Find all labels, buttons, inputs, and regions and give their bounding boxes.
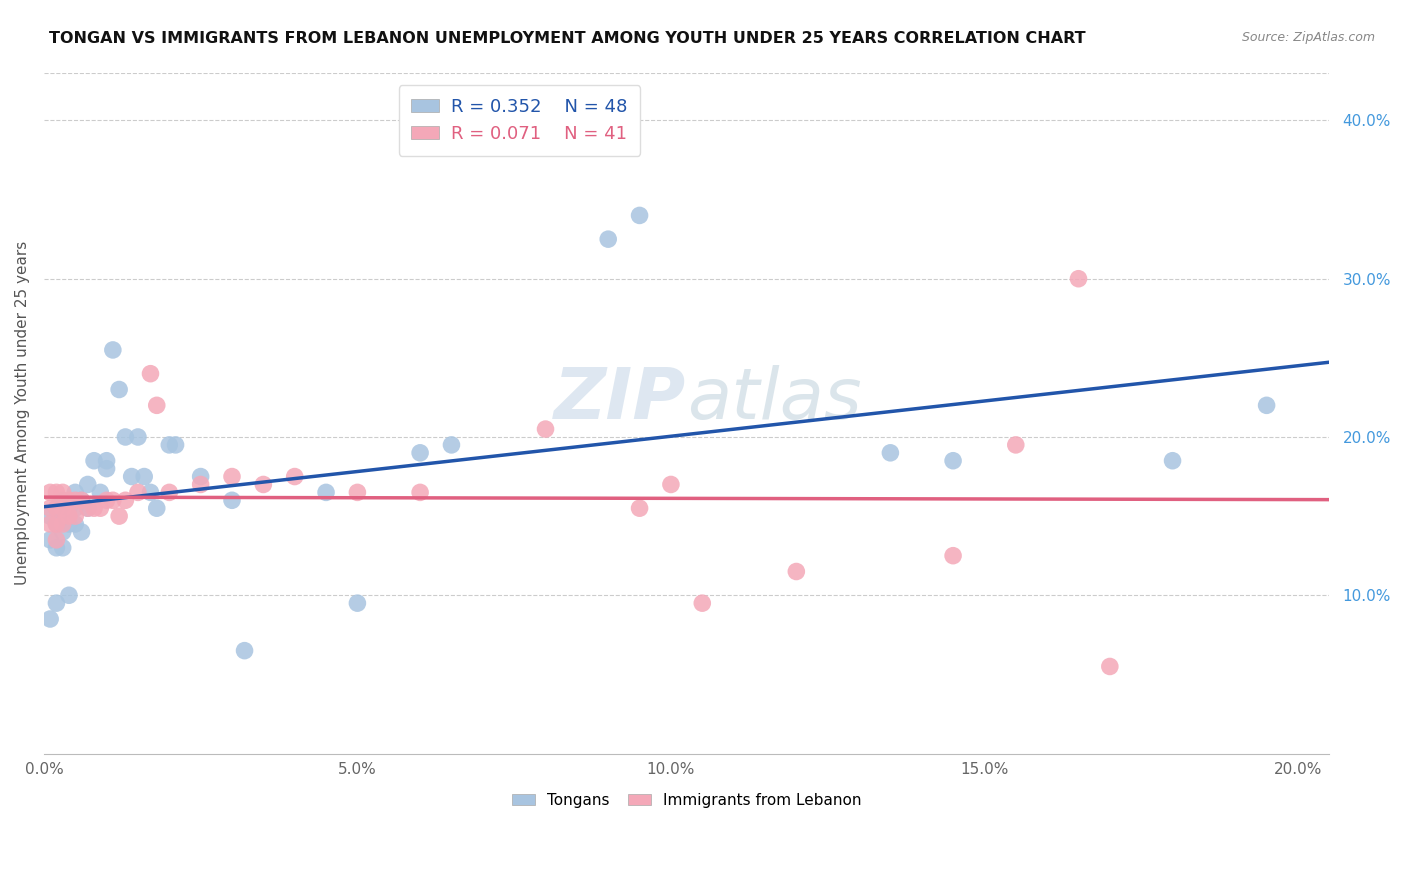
Point	[83, 501, 105, 516]
Point	[58, 509, 80, 524]
Point	[58, 493, 80, 508]
Text: atlas: atlas	[686, 365, 862, 434]
Point	[58, 588, 80, 602]
Point	[96, 493, 118, 508]
Point	[409, 446, 432, 460]
Point	[1256, 398, 1278, 412]
Point	[45, 501, 67, 516]
Point	[628, 501, 651, 516]
Point	[52, 485, 75, 500]
Point	[52, 501, 75, 516]
Point	[52, 493, 75, 508]
Point	[45, 516, 67, 531]
Point	[108, 509, 131, 524]
Point	[315, 485, 337, 500]
Point	[221, 469, 243, 483]
Point	[1161, 454, 1184, 468]
Point	[39, 516, 62, 531]
Point	[39, 485, 62, 500]
Text: ZIP: ZIP	[554, 365, 686, 434]
Point	[127, 430, 149, 444]
Point	[284, 469, 307, 483]
Point	[70, 524, 93, 539]
Point	[145, 398, 167, 412]
Point	[83, 454, 105, 468]
Point	[52, 524, 75, 539]
Legend: Tongans, Immigrants from Lebanon: Tongans, Immigrants from Lebanon	[506, 787, 868, 814]
Point	[121, 469, 143, 483]
Point	[52, 516, 75, 531]
Point	[157, 485, 180, 500]
Point	[346, 485, 368, 500]
Point	[96, 461, 118, 475]
Point	[690, 596, 713, 610]
Point	[785, 565, 807, 579]
Point	[108, 383, 131, 397]
Point	[1098, 659, 1121, 673]
Point	[139, 485, 162, 500]
Point	[101, 343, 124, 357]
Point	[134, 469, 156, 483]
Point	[76, 477, 98, 491]
Point	[58, 501, 80, 516]
Point	[879, 446, 901, 460]
Point	[145, 501, 167, 516]
Text: Source: ZipAtlas.com: Source: ZipAtlas.com	[1241, 31, 1375, 45]
Point	[101, 493, 124, 508]
Point	[942, 454, 965, 468]
Point	[45, 501, 67, 516]
Point	[409, 485, 432, 500]
Point	[659, 477, 682, 491]
Point	[52, 509, 75, 524]
Point	[89, 485, 111, 500]
Point	[233, 643, 256, 657]
Point	[598, 232, 620, 246]
Point	[89, 501, 111, 516]
Point	[221, 493, 243, 508]
Point	[76, 501, 98, 516]
Point	[440, 438, 463, 452]
Point	[1067, 271, 1090, 285]
Point	[39, 501, 62, 516]
Point	[45, 541, 67, 555]
Point	[52, 541, 75, 555]
Point	[65, 485, 87, 500]
Point	[114, 493, 136, 508]
Point	[346, 596, 368, 610]
Point	[190, 469, 212, 483]
Point	[628, 208, 651, 222]
Point	[45, 596, 67, 610]
Point	[65, 516, 87, 531]
Point	[534, 422, 557, 436]
Point	[39, 612, 62, 626]
Point	[252, 477, 274, 491]
Point	[70, 493, 93, 508]
Point	[65, 501, 87, 516]
Point	[65, 493, 87, 508]
Point	[45, 485, 67, 500]
Point	[165, 438, 187, 452]
Y-axis label: Unemployment Among Youth under 25 years: Unemployment Among Youth under 25 years	[15, 241, 30, 585]
Point	[190, 477, 212, 491]
Point	[70, 493, 93, 508]
Point	[96, 454, 118, 468]
Point	[39, 509, 62, 524]
Point	[76, 501, 98, 516]
Point	[45, 516, 67, 531]
Point	[65, 509, 87, 524]
Point	[1004, 438, 1026, 452]
Point	[114, 430, 136, 444]
Point	[942, 549, 965, 563]
Point	[157, 438, 180, 452]
Point	[39, 533, 62, 547]
Text: TONGAN VS IMMIGRANTS FROM LEBANON UNEMPLOYMENT AMONG YOUTH UNDER 25 YEARS CORREL: TONGAN VS IMMIGRANTS FROM LEBANON UNEMPL…	[49, 31, 1085, 46]
Point	[45, 533, 67, 547]
Point	[127, 485, 149, 500]
Point	[58, 516, 80, 531]
Point	[139, 367, 162, 381]
